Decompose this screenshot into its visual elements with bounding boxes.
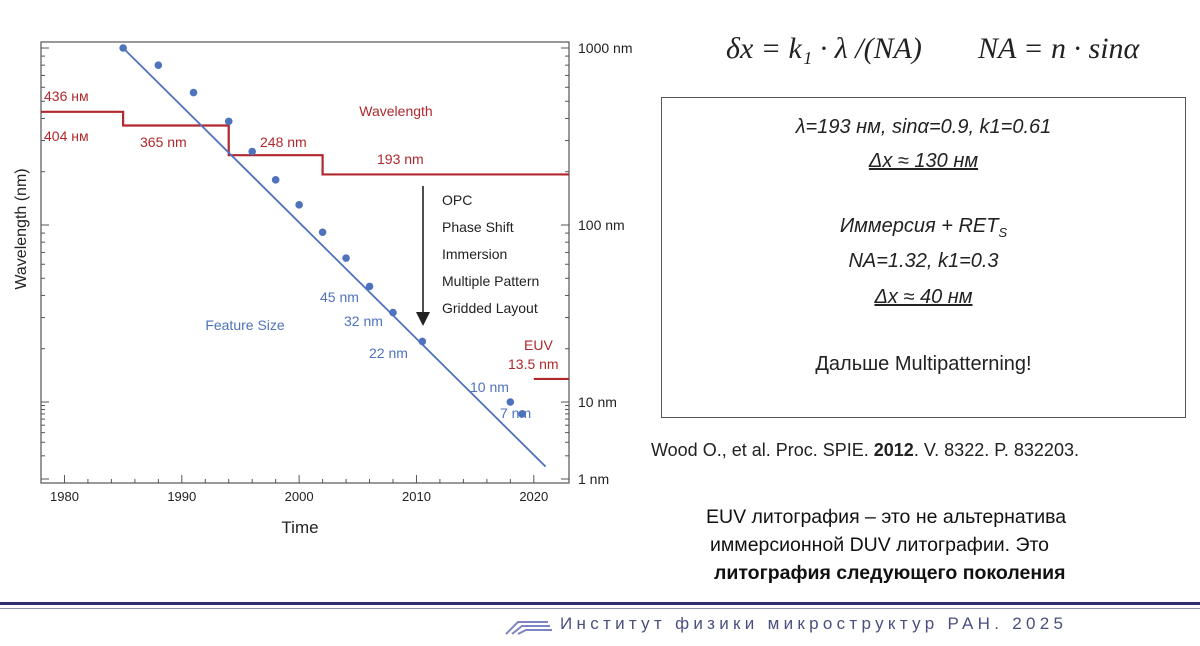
feature-size-point	[342, 254, 350, 262]
immersion-line: Иммерсия + RETS	[662, 215, 1185, 240]
feature-size-point	[318, 228, 327, 237]
feature-size-trend-line	[122, 47, 547, 468]
wavelength-series-label: Wavelength	[359, 103, 432, 119]
annotation-phase-shift: Phase Shift	[442, 219, 514, 235]
annotation-opc: OPC	[442, 192, 472, 208]
y-tick-label: 100 nm	[578, 217, 625, 233]
result-line-40: Δx ≈ 40 нм	[662, 286, 1185, 309]
feature-size-point	[154, 61, 163, 69]
point-label-45: 45 nm	[320, 289, 359, 305]
reference-year: 2012	[873, 440, 914, 460]
chart: 1980 1990 2000 2010 2020 1000 nm 100 nm 10 nm 1 …	[13, 40, 632, 537]
step-label-404: 404 нм	[44, 128, 89, 144]
y-tick-label: 10 nm	[578, 394, 617, 410]
annotation-gridded-layout: Gridded Layout	[442, 300, 538, 316]
annotation-immersion: Immersion	[442, 246, 507, 262]
note-line-2: иммерсионной DUV литографии. Это	[710, 534, 1050, 556]
point-label-7: 7 nm	[500, 405, 531, 421]
wavelength-step-line	[41, 110, 569, 176]
params-line: λ=193 нм, sinα=0.9, k1=0.61	[795, 116, 1052, 138]
feature-size-series-label: Feature Size	[205, 317, 285, 333]
conclusion-note: EUV литография – это не альтернатива имм…	[706, 503, 1176, 587]
parameters-box: λ=193 нм, sinα=0.9, k1=0.61 Δx ≈ 130 нм …	[661, 97, 1186, 418]
step-label-248: 248 nm	[260, 134, 307, 150]
x-tick-label: 2020	[519, 489, 548, 504]
x-tick-label: 1980	[50, 489, 79, 504]
feature-size-point	[248, 147, 256, 156]
x-axis-label: Time	[281, 518, 318, 537]
point-label-32: 32 nm	[344, 313, 383, 329]
feature-size-point	[119, 44, 127, 52]
axis-ticks	[41, 47, 569, 483]
y-axis-label: Wavelength (nm)	[13, 168, 30, 289]
na-line: NA=1.32, k1=0.3	[848, 250, 999, 272]
resolution-formula: δx = k₁ · λ /(NA)	[726, 32, 922, 65]
step-label-193: 193 nm	[377, 151, 424, 167]
note-line-1: EUV литография – это не альтернатива	[706, 506, 1067, 528]
footer-institute: Институт физики микроструктур РАН. 2025	[560, 614, 1068, 633]
feature-size-points	[119, 44, 526, 418]
multipatterning-line: Дальше Multipatterning!	[815, 353, 1032, 375]
feature-size-trend	[122, 47, 547, 468]
reference: Wood O., et al. Proc. SPIE. 2012. V. 832…	[651, 440, 1079, 461]
reference-authors: Wood O., et al. Proc. SPIE.	[651, 440, 874, 460]
annotation-multiple-pattern: Multiple Pattern	[442, 273, 539, 289]
feature-size-point	[506, 398, 515, 406]
result-130: Δx ≈ 130 нм	[868, 150, 979, 172]
y-tick-label: 1000 nm	[578, 40, 632, 56]
euv-label: EUV	[524, 337, 553, 353]
point-label-22: 22 nm	[369, 345, 408, 361]
feature-size-point	[224, 117, 233, 126]
step-label-365: 365 nm	[140, 134, 187, 150]
wavelength-steps	[41, 110, 569, 381]
immersion-subscript: S	[998, 225, 1008, 240]
euv-value-label: 13.5 nm	[508, 356, 559, 372]
point-label-10: 10 nm	[470, 379, 509, 395]
note-line-3: литография следующего поколения	[714, 562, 1066, 584]
na-formula: NA = n · sinα	[978, 32, 1140, 65]
step-label-436: 436 нм	[44, 88, 89, 104]
axis-tick-labels: 1980 1990 2000 2010 2020 1000 nm 100 nm 10 nm 1 …	[50, 40, 632, 504]
feature-size-point	[418, 337, 427, 346]
formula-row: δx = k₁ · λ /(NA) NA = n · sinα	[700, 28, 1180, 78]
feature-size-point	[365, 282, 374, 291]
footer-rule	[0, 602, 1200, 605]
result-line-130: Δx ≈ 130 нм	[662, 150, 1185, 173]
x-tick-label: 1990	[167, 489, 196, 504]
footer-rule-thin	[0, 608, 1200, 609]
feature-size-point	[189, 88, 198, 97]
immersion-text: Иммерсия + RET	[839, 215, 999, 237]
x-tick-label: 2000	[285, 489, 314, 504]
feature-size-point	[271, 176, 280, 184]
feature-size-point	[518, 410, 526, 418]
x-tick-label: 2010	[402, 489, 431, 504]
feature-size-point	[295, 201, 303, 209]
result-40: Δx ≈ 40 нм	[874, 286, 973, 308]
annotation-arrowhead	[416, 312, 430, 326]
reference-volume: . V. 8322. P. 832203.	[913, 440, 1079, 460]
plot-frame	[40, 41, 570, 484]
y-tick-label: 1 nm	[578, 471, 609, 487]
feature-size-point	[389, 308, 397, 317]
institute-logo-icon	[505, 621, 552, 635]
